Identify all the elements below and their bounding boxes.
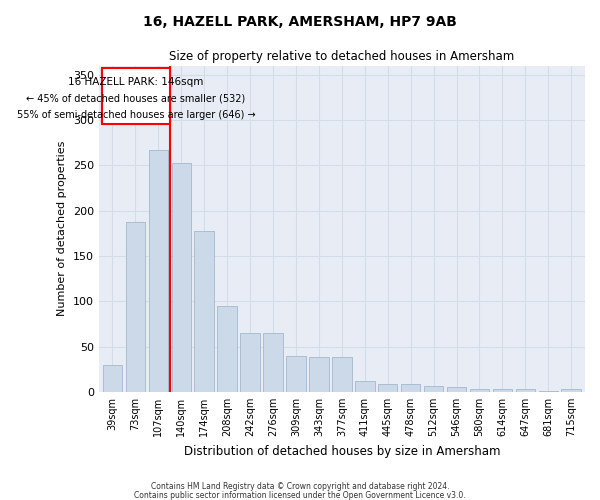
- Bar: [378, 384, 397, 392]
- Title: Size of property relative to detached houses in Amersham: Size of property relative to detached ho…: [169, 50, 514, 63]
- Bar: [149, 150, 168, 392]
- Text: 16 HAZELL PARK: 146sqm: 16 HAZELL PARK: 146sqm: [68, 77, 203, 87]
- Bar: [286, 356, 306, 392]
- Text: Contains public sector information licensed under the Open Government Licence v3: Contains public sector information licen…: [134, 490, 466, 500]
- Bar: [217, 306, 237, 392]
- Text: Contains HM Land Registry data © Crown copyright and database right 2024.: Contains HM Land Registry data © Crown c…: [151, 482, 449, 491]
- Bar: [125, 222, 145, 392]
- Bar: [539, 391, 558, 392]
- Bar: [424, 386, 443, 392]
- X-axis label: Distribution of detached houses by size in Amersham: Distribution of detached houses by size …: [184, 444, 500, 458]
- Text: 16, HAZELL PARK, AMERSHAM, HP7 9AB: 16, HAZELL PARK, AMERSHAM, HP7 9AB: [143, 15, 457, 29]
- Bar: [103, 364, 122, 392]
- Bar: [515, 389, 535, 392]
- Bar: [332, 358, 352, 392]
- Bar: [241, 333, 260, 392]
- Text: 55% of semi-detached houses are larger (646) →: 55% of semi-detached houses are larger (…: [17, 110, 255, 120]
- Bar: [309, 358, 329, 392]
- Bar: [102, 68, 170, 124]
- Bar: [493, 389, 512, 392]
- Bar: [172, 164, 191, 392]
- Bar: [263, 333, 283, 392]
- Y-axis label: Number of detached properties: Number of detached properties: [57, 141, 67, 316]
- Text: ← 45% of detached houses are smaller (532): ← 45% of detached houses are smaller (53…: [26, 94, 245, 104]
- Bar: [447, 388, 466, 392]
- Bar: [355, 381, 374, 392]
- Bar: [470, 389, 489, 392]
- Bar: [194, 230, 214, 392]
- Bar: [401, 384, 421, 392]
- Bar: [562, 389, 581, 392]
